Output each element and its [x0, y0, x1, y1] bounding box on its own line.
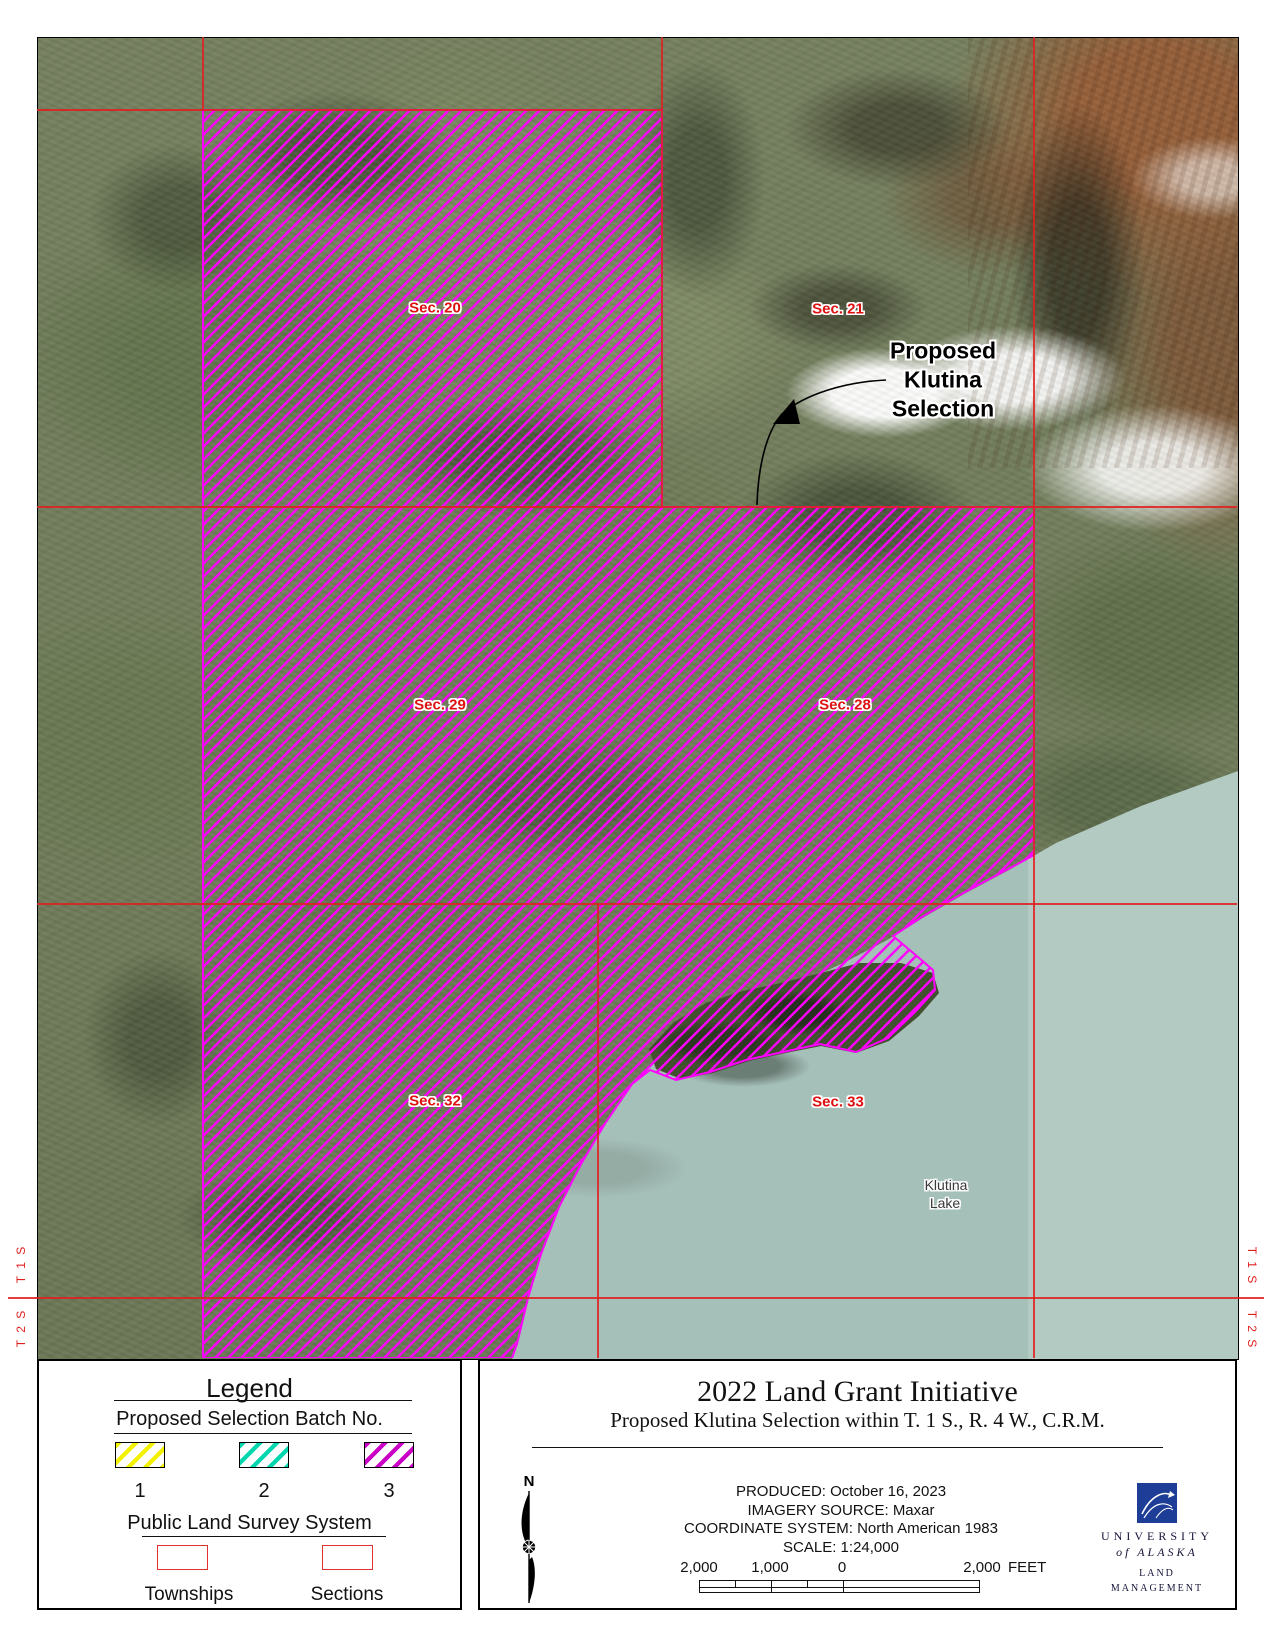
logo-alaska-line: of ALASKA [1116, 1545, 1198, 1559]
scalebar-half-tick [735, 1581, 736, 1587]
lake-label-line-1: Klutina [924, 1177, 968, 1193]
coordinate-system-line: COORDINATE SYSTEM: North American 1983 [684, 1520, 998, 1537]
scalebar-half-tick [807, 1581, 808, 1587]
mountain-ridges [968, 38, 1238, 468]
scale-line: SCALE: 1:24,000 [783, 1538, 899, 1556]
section-label-33: Sec. 33 [812, 1093, 864, 1111]
batch-1-swatch [115, 1442, 165, 1468]
batch-1-label: 1 [134, 1480, 146, 1502]
section-label-28: Sec. 28 [819, 696, 871, 714]
section-label-21: Sec. 21 [812, 300, 864, 318]
annotation-line-2: Klutina [904, 366, 982, 393]
scalebar-tick [843, 1581, 844, 1592]
annotation-line-1: Proposed [889, 337, 997, 364]
university-of-alaska-logo [1137, 1483, 1177, 1523]
legend-divider [114, 1433, 412, 1434]
scalebar-label-2000-left: 2,000 [680, 1559, 718, 1576]
legend-title: Legend [206, 1373, 293, 1403]
sections-label: Sections [310, 1584, 384, 1605]
legend-divider [114, 1400, 412, 1401]
scalebar-label-0: 0 [837, 1559, 847, 1576]
section-label-32: Sec. 32 [409, 1092, 461, 1110]
section-label-29: Sec. 29 [414, 696, 466, 714]
township-label-left-t2s: T 2 S [14, 1308, 28, 1348]
logo-management-line: MANAGEMENT [1110, 1583, 1204, 1594]
townships-label: Townships [144, 1584, 234, 1605]
scalebar-label-1000: 1,000 [751, 1559, 789, 1576]
map-subtitle: Proposed Klutina Selection within T. 1 S… [610, 1408, 1105, 1432]
sections-swatch [322, 1545, 373, 1570]
legend-plss-header: Public Land Survey System [127, 1512, 372, 1534]
legend-panel: Legend Proposed Selection Batch No. 1 2 … [37, 1359, 462, 1610]
produced-line: PRODUCED: October 16, 2023 [735, 1483, 947, 1500]
north-arrow-icon: N [521, 1473, 536, 1603]
map-title: 2022 Land Grant Initiative [697, 1375, 1018, 1408]
townships-swatch [157, 1545, 208, 1570]
logo-land-line: LAND [1139, 1568, 1175, 1579]
logo-university-line: UNIVERSITY [1101, 1529, 1213, 1543]
scalebar-midline [700, 1586, 979, 1588]
scalebar-tick [771, 1581, 772, 1592]
annotation-line-3: Selection [891, 395, 995, 422]
township-label-left-t1s: T 1 S [14, 1244, 28, 1284]
production-info: PRODUCED: October 16, 2023 IMAGERY SOURC… [652, 1483, 1030, 1557]
township-label-right-t1s: T 1 S [1245, 1246, 1259, 1286]
batch-2-label: 2 [258, 1480, 270, 1502]
legend-divider [142, 1536, 386, 1537]
batch-2-swatch [239, 1442, 289, 1468]
section-label-20: Sec. 20 [409, 299, 461, 317]
map-canvas [37, 37, 1239, 1360]
imagery-source-line: IMAGERY SOURCE: Maxar [747, 1501, 935, 1519]
legend-batch-header: Proposed Selection Batch No. [116, 1408, 383, 1430]
title-divider [532, 1447, 1163, 1448]
scalebar-label-2000-right: 2,000 [963, 1559, 1001, 1576]
scale-bar [699, 1580, 980, 1593]
svg-text:N: N [524, 1473, 535, 1490]
title-block-panel: 2022 Land Grant Initiative Proposed Klut… [478, 1359, 1237, 1610]
batch-3-label: 3 [383, 1480, 395, 1502]
lake-label-line-2: Lake [929, 1195, 961, 1211]
batch-3-swatch [364, 1442, 414, 1468]
scalebar-unit: FEET [1008, 1559, 1047, 1576]
township-label-right-t2s: T 2 S [1245, 1310, 1259, 1350]
